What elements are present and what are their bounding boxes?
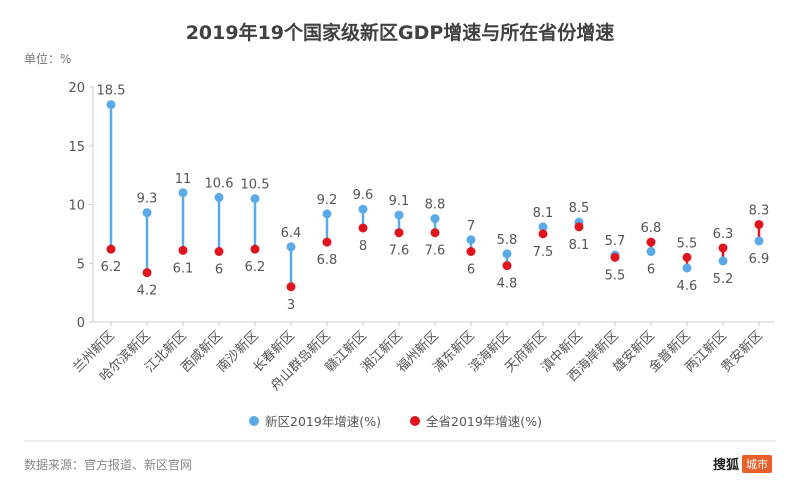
new-area-point xyxy=(430,214,440,224)
new-area-value-label: 10.6 xyxy=(205,176,234,191)
legend-province-label: 全省2019年增速(%) xyxy=(426,414,542,429)
new-area-value-label: 9.3 xyxy=(137,192,158,207)
province-point xyxy=(574,222,584,232)
province-point xyxy=(646,237,656,247)
province-point xyxy=(538,229,548,239)
province-value-label: 8.1 xyxy=(569,238,590,253)
new-area-value-label: 7 xyxy=(467,219,475,234)
new-area-point xyxy=(682,263,692,273)
province-value-label: 4.8 xyxy=(497,277,518,292)
province-point xyxy=(754,219,764,229)
new-area-value-label: 5.8 xyxy=(497,233,518,248)
province-value-label: 5.5 xyxy=(605,268,626,283)
province-point xyxy=(718,243,728,253)
unit-label: 单位：% xyxy=(24,52,72,66)
province-value-label: 8 xyxy=(359,239,367,254)
new-area-point xyxy=(358,204,368,214)
province-point xyxy=(502,261,512,271)
province-value-label: 3 xyxy=(287,298,295,313)
new-area-value-label: 6.9 xyxy=(749,252,770,267)
new-area-value-label: 8.1 xyxy=(533,206,554,221)
value-labels: 18.5 6.2 9.3 4.2 11 6.1 10.6 6 10.5 6.2 6.4 3 9.2 6.8… xyxy=(97,84,770,313)
province-point xyxy=(142,268,152,278)
province-point xyxy=(250,244,260,254)
new-area-point xyxy=(718,256,728,266)
new-area-point xyxy=(754,236,764,246)
new-area-point xyxy=(394,210,404,220)
province-value-label: 4.2 xyxy=(137,284,158,299)
axes: 0 5 10 15 20 xyxy=(68,81,775,331)
new-area-value-label: 9.6 xyxy=(353,188,374,203)
y-tick-label: 15 xyxy=(68,140,85,155)
new-area-point xyxy=(142,208,152,218)
legend-province-marker xyxy=(410,416,420,426)
province-value-label: 6.1 xyxy=(173,261,194,276)
new-area-point xyxy=(538,222,548,232)
new-area-value-label: 6 xyxy=(647,263,655,278)
y-tick-label: 10 xyxy=(68,199,85,214)
y-tick-label: 20 xyxy=(68,81,85,96)
province-value-label: 6.2 xyxy=(101,260,122,275)
brand-tag: 城市 xyxy=(742,454,772,473)
province-point xyxy=(610,252,620,262)
new-area-point xyxy=(286,242,296,252)
new-area-point xyxy=(646,247,656,256)
legend-new-area-label: 新区2019年增速(%) xyxy=(265,414,381,429)
new-area-point xyxy=(502,249,512,259)
legend-new-area-marker xyxy=(249,416,259,426)
new-area-point xyxy=(214,192,224,202)
new-area-value-label: 8.5 xyxy=(569,201,590,216)
new-area-value-label: 5.7 xyxy=(605,234,626,249)
y-tick-label: 5 xyxy=(77,257,85,272)
category-labels: 兰州新区哈尔滨新区江北新区西咸新区南沙新区长春新区舟山群岛新区赣江新区湘江新区福… xyxy=(70,328,766,394)
chart-marks xyxy=(106,100,764,292)
province-value-label: 6.8 xyxy=(641,221,662,236)
chart-title: 2019年19个国家级新区GDP增速与所在省份增速 xyxy=(185,22,615,44)
new-area-value-label: 11 xyxy=(175,172,192,187)
province-value-label: 7.5 xyxy=(533,245,554,260)
new-area-point xyxy=(250,194,260,204)
new-area-value-label: 8.8 xyxy=(425,198,446,213)
province-value-label: 5.5 xyxy=(677,236,698,251)
province-point xyxy=(286,282,296,292)
new-area-point xyxy=(106,100,116,110)
province-value-label: 6.3 xyxy=(713,227,734,242)
province-point xyxy=(430,228,440,238)
y-tick-label: 0 xyxy=(77,316,85,331)
province-value-label: 6.2 xyxy=(245,260,266,275)
province-value-label: 7.6 xyxy=(389,244,410,259)
province-point xyxy=(106,244,116,254)
data-source: 数据来源：官方报道、新区官网 xyxy=(24,458,193,472)
new-area-point xyxy=(466,235,476,245)
new-area-value-label: 5.2 xyxy=(713,272,734,287)
new-area-value-label: 9.1 xyxy=(389,194,410,209)
new-area-value-label: 4.6 xyxy=(677,279,698,294)
province-point xyxy=(358,223,368,233)
brand-name: 搜狐 xyxy=(712,458,739,473)
new-area-point xyxy=(178,188,188,198)
province-value-label: 6.8 xyxy=(317,253,338,268)
province-value-label: 6 xyxy=(467,263,475,278)
province-value-label: 8.3 xyxy=(749,203,770,218)
province-point xyxy=(682,252,692,262)
new-area-value-label: 18.5 xyxy=(97,84,126,99)
legend: 新区2019年增速(%) 全省2019年增速(%) xyxy=(249,414,542,429)
province-point xyxy=(394,228,404,238)
province-value-label: 6 xyxy=(215,263,223,278)
new-area-value-label: 10.5 xyxy=(241,178,270,193)
province-point xyxy=(178,245,188,255)
brand-logo: 搜狐 城市 xyxy=(713,454,772,473)
province-point xyxy=(466,247,476,256)
province-value-label: 7.6 xyxy=(425,244,446,259)
province-point xyxy=(322,237,332,247)
new-area-point xyxy=(322,209,332,219)
new-area-value-label: 9.2 xyxy=(317,193,338,208)
new-area-value-label: 6.4 xyxy=(281,226,302,241)
province-point xyxy=(214,247,224,256)
